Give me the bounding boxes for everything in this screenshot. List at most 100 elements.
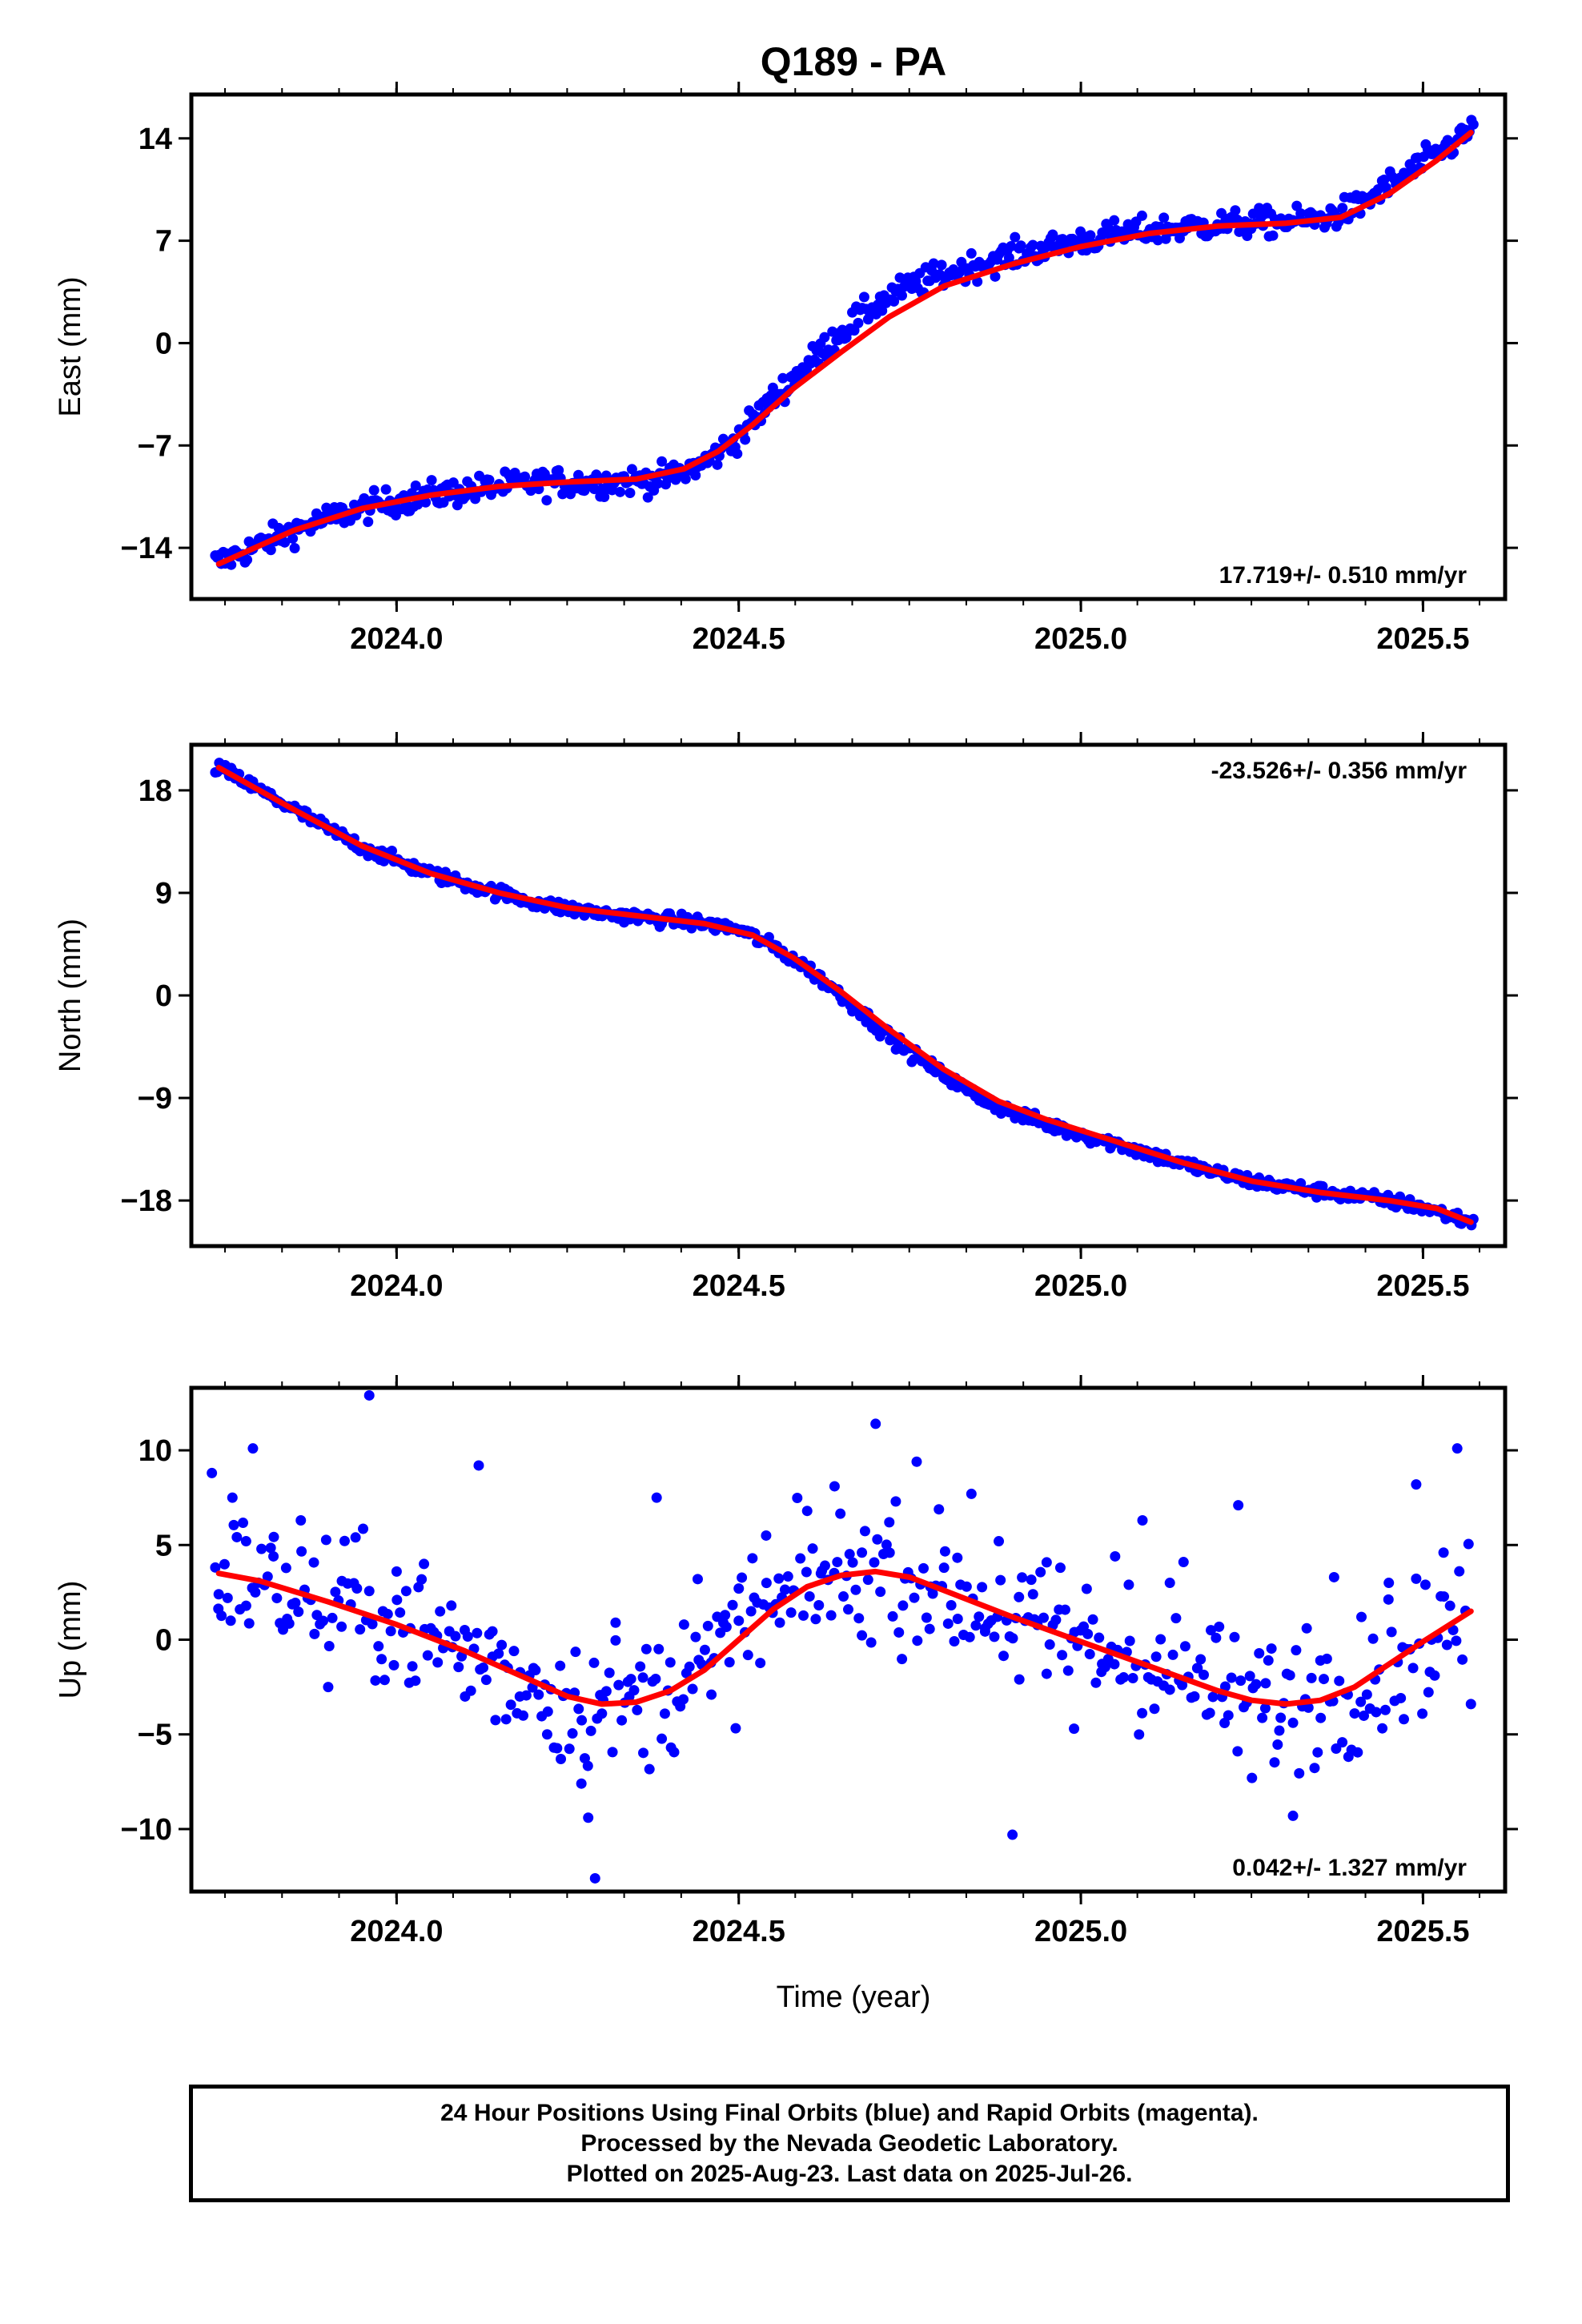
- up-point: [853, 1613, 865, 1624]
- up-point: [1266, 1643, 1277, 1655]
- up-point: [1407, 1663, 1419, 1674]
- up-point: [616, 1715, 628, 1726]
- up-point: [970, 1620, 982, 1631]
- east-point: [615, 486, 626, 497]
- up-point: [730, 1723, 741, 1734]
- up-point: [1124, 1635, 1135, 1647]
- chart-title: Q189 - PA: [761, 39, 947, 84]
- east-point: [1109, 215, 1120, 226]
- up-point: [625, 1674, 636, 1685]
- up-point: [942, 1618, 954, 1629]
- up-point: [1214, 1621, 1225, 1632]
- footer-box: 24 Hour Positions Using Final Orbits (bl…: [189, 2085, 1510, 2202]
- up-point: [927, 1588, 938, 1599]
- up-point: [1257, 1712, 1268, 1723]
- up-point: [576, 1778, 587, 1789]
- up-point: [1164, 1578, 1175, 1589]
- up-point: [706, 1689, 717, 1700]
- up-point: [952, 1613, 963, 1624]
- up-point: [376, 1654, 387, 1665]
- east-point: [520, 471, 531, 482]
- up-point: [1219, 1681, 1231, 1692]
- up-point: [865, 1637, 877, 1648]
- up-point: [1007, 1829, 1018, 1840]
- up-point: [473, 1460, 484, 1471]
- up-point: [480, 1675, 492, 1686]
- up-point: [1275, 1712, 1287, 1723]
- up-point: [518, 1710, 529, 1721]
- east-point: [1372, 183, 1383, 195]
- up-point: [909, 1592, 920, 1603]
- panel-north: 2024.0 2024.5 2025.0 2025.5 18 9 0 −9 −18 North (…: [54, 732, 1518, 1303]
- east-point: [426, 475, 437, 486]
- up-point: [819, 1560, 830, 1571]
- up-point: [1315, 1712, 1327, 1723]
- up-point: [416, 1574, 428, 1585]
- east-y-tick-label: 0: [155, 327, 172, 360]
- up-point: [238, 1518, 249, 1529]
- up-point: [309, 1628, 320, 1639]
- up-point: [1451, 1635, 1462, 1647]
- east-point: [690, 469, 701, 480]
- east-point: [680, 473, 691, 485]
- up-point: [520, 1690, 532, 1701]
- up-point: [478, 1662, 489, 1673]
- up-point: [977, 1582, 988, 1593]
- east-point: [777, 372, 789, 384]
- up-point: [1027, 1589, 1038, 1600]
- up-point: [382, 1609, 393, 1620]
- north-point: [1317, 1180, 1328, 1192]
- north-y-tick-label: −9: [138, 1082, 172, 1116]
- up-point: [644, 1763, 655, 1775]
- up-point: [1452, 1443, 1463, 1454]
- up-point: [1170, 1613, 1182, 1624]
- east-point: [624, 488, 636, 499]
- up-point: [1349, 1708, 1360, 1719]
- up-point: [795, 1553, 806, 1564]
- up-x-tick-label: 2025.5: [1376, 1915, 1469, 1948]
- footer-line-3: Plotted on 2025-Aug-23. Last data on 202…: [566, 2160, 1133, 2187]
- up-point: [843, 1604, 853, 1615]
- up-point: [446, 1600, 457, 1611]
- north-y-tick-label: −18: [121, 1184, 172, 1218]
- up-point: [857, 1547, 868, 1558]
- east-point: [1136, 210, 1147, 221]
- up-y-axis-label: Up (mm): [54, 1581, 87, 1699]
- up-point: [1090, 1677, 1102, 1688]
- up-point: [964, 1631, 975, 1642]
- up-rate-label: 0.042+/- 1.327 mm/yr: [1232, 1855, 1467, 1881]
- up-point: [432, 1657, 444, 1668]
- up-point: [801, 1566, 812, 1578]
- up-point: [934, 1504, 945, 1515]
- up-point: [1137, 1515, 1148, 1526]
- up-point: [1038, 1612, 1050, 1623]
- up-point: [1287, 1717, 1299, 1728]
- up-point: [1371, 1707, 1382, 1718]
- up-point: [592, 1713, 603, 1724]
- east-x-tick-label: 2025.0: [1034, 622, 1127, 656]
- up-point: [659, 1708, 670, 1719]
- up-y-tick-label: 10: [139, 1434, 172, 1468]
- up-point: [222, 1592, 233, 1603]
- east-point: [1015, 240, 1026, 251]
- up-point: [391, 1594, 403, 1606]
- up-point: [395, 1607, 406, 1618]
- up-point: [857, 1630, 868, 1641]
- up-point: [407, 1661, 418, 1672]
- up-point: [1303, 1702, 1314, 1713]
- up-point: [1041, 1557, 1052, 1568]
- up-point: [872, 1534, 883, 1545]
- up-point: [450, 1630, 461, 1642]
- up-point: [870, 1418, 881, 1429]
- up-point: [247, 1443, 259, 1454]
- east-point: [599, 491, 610, 502]
- x-axis-label: Time (year): [777, 1980, 931, 2014]
- up-point: [632, 1704, 643, 1715]
- up-point: [1109, 1659, 1120, 1670]
- up-point: [1207, 1691, 1219, 1703]
- up-point: [268, 1531, 279, 1542]
- up-point: [1383, 1594, 1394, 1605]
- up-point: [379, 1675, 390, 1686]
- up-point: [576, 1715, 588, 1726]
- up-x-tick-label: 2024.0: [350, 1915, 443, 1948]
